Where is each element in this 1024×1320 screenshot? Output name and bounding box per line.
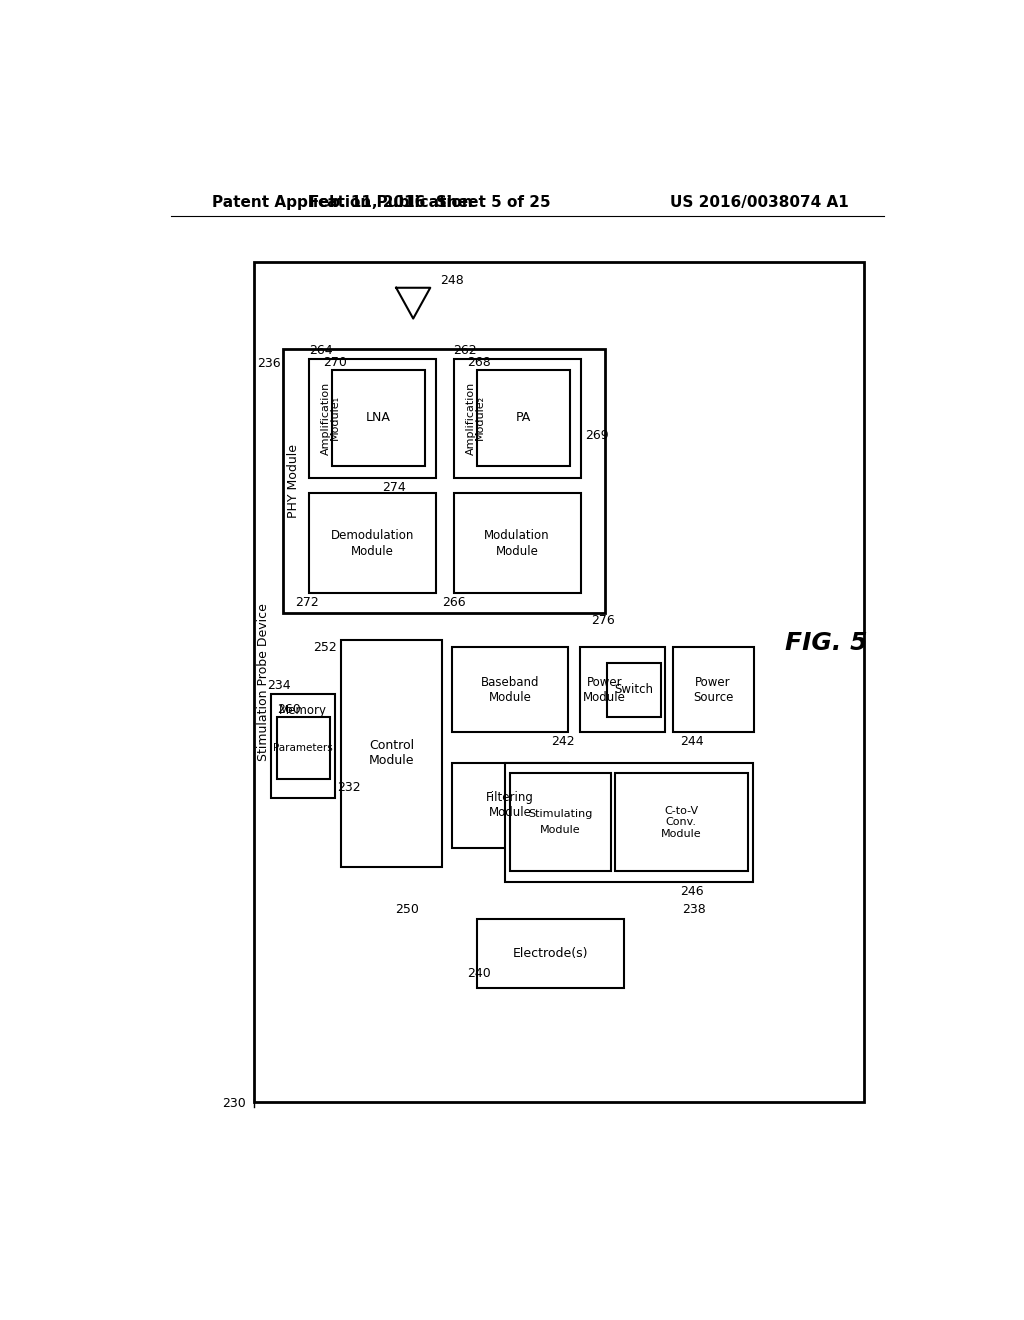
Text: Module: Module [350, 545, 393, 557]
Bar [580, 647, 665, 733]
Bar [283, 350, 604, 612]
Text: Patent Application Publication: Patent Application Publication [212, 195, 472, 210]
Text: Module₁: Module₁ [330, 395, 340, 441]
Text: FIG. 5: FIG. 5 [785, 631, 867, 656]
Text: US 2016/0038074 A1: US 2016/0038074 A1 [671, 195, 849, 210]
Text: Power: Power [695, 676, 731, 689]
Text: Amplification: Amplification [321, 381, 331, 454]
Bar [454, 359, 582, 478]
Text: Module: Module [584, 690, 626, 704]
Bar [454, 494, 582, 594]
Bar [510, 774, 611, 871]
Text: Module: Module [488, 690, 531, 704]
Bar [332, 370, 425, 466]
Bar [673, 647, 755, 733]
Bar [308, 359, 436, 478]
Text: PA: PA [516, 412, 530, 425]
Text: Module: Module [662, 829, 701, 838]
Text: Module₂: Module₂ [475, 395, 484, 441]
Text: 230: 230 [222, 1097, 246, 1110]
Text: 232: 232 [337, 781, 360, 795]
Text: 244: 244 [680, 735, 703, 748]
Text: 262: 262 [454, 345, 477, 358]
Text: 238: 238 [682, 903, 706, 916]
Bar [341, 640, 442, 867]
Bar [271, 693, 335, 797]
Text: Control
Module: Control Module [369, 739, 415, 767]
Text: 266: 266 [442, 597, 466, 610]
Text: PHY Module: PHY Module [287, 444, 300, 517]
Text: Source: Source [693, 690, 733, 704]
Text: 270: 270 [324, 356, 347, 370]
Text: Filtering: Filtering [486, 791, 534, 804]
Bar [607, 663, 662, 717]
Text: 252: 252 [313, 640, 337, 653]
Bar [477, 370, 569, 466]
Text: 272: 272 [295, 597, 318, 610]
Text: Module: Module [496, 545, 539, 557]
Bar [276, 718, 330, 779]
Text: 240: 240 [467, 966, 490, 979]
Text: Switch: Switch [614, 684, 653, 696]
Text: LNA: LNA [366, 412, 391, 425]
Bar [452, 763, 568, 847]
Text: 274: 274 [382, 480, 406, 494]
Bar [477, 919, 624, 989]
Text: Conv.: Conv. [666, 817, 697, 828]
Bar [614, 774, 748, 871]
Text: Amplification: Amplification [466, 381, 475, 454]
Bar [506, 763, 754, 882]
Text: Module: Module [540, 825, 581, 834]
Bar [308, 494, 436, 594]
Bar [254, 263, 864, 1102]
Text: Stimulation Probe Device: Stimulation Probe Device [257, 603, 270, 760]
Text: Memory: Memory [280, 704, 327, 717]
Text: Power: Power [587, 676, 623, 689]
Text: 269: 269 [586, 429, 609, 442]
Text: Demodulation: Demodulation [331, 529, 414, 543]
Text: Baseband: Baseband [481, 676, 540, 689]
Text: Stimulating: Stimulating [528, 809, 593, 820]
Text: 268: 268 [467, 356, 492, 370]
Text: Modulation: Modulation [484, 529, 550, 543]
Text: Electrode(s): Electrode(s) [513, 948, 588, 961]
Text: 246: 246 [680, 884, 703, 898]
Text: Parameters: Parameters [273, 743, 333, 754]
Text: 264: 264 [309, 345, 333, 358]
Text: 276: 276 [592, 614, 615, 627]
Text: 248: 248 [440, 273, 464, 286]
Bar [452, 647, 568, 733]
Text: 234: 234 [267, 680, 291, 693]
Text: 242: 242 [552, 735, 575, 748]
Text: 236: 236 [257, 356, 281, 370]
Text: Module: Module [488, 807, 531, 820]
Text: 250: 250 [395, 903, 419, 916]
Text: 260: 260 [278, 704, 301, 717]
Text: C-to-V: C-to-V [665, 805, 698, 816]
Text: Feb. 11, 2016  Sheet 5 of 25: Feb. 11, 2016 Sheet 5 of 25 [309, 195, 551, 210]
